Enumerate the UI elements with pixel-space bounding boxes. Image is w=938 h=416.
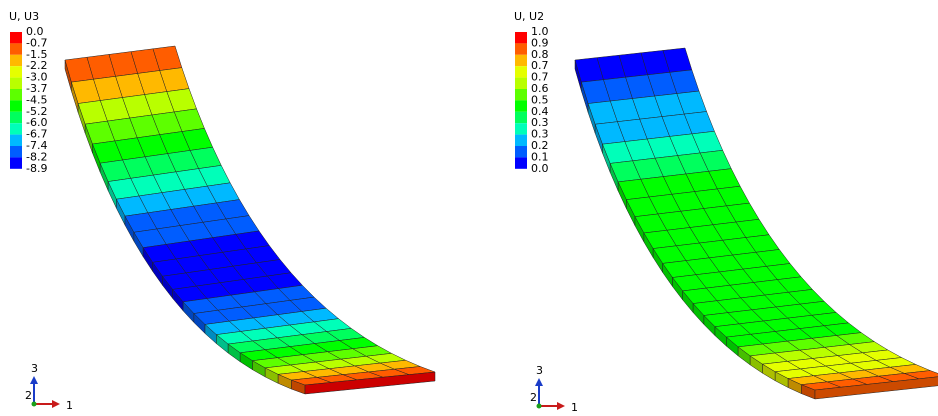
legend-label: -8.9 — [26, 162, 47, 175]
legend-swatch — [515, 123, 527, 134]
triad-arrow — [52, 400, 60, 408]
legend-title: U, U3 — [9, 10, 39, 23]
triad-origin — [32, 402, 37, 407]
panel: U, U21.00.90.80.70.70.60.50.40.30.30.20.… — [514, 10, 938, 414]
legend-swatch — [515, 43, 527, 54]
legend-swatch — [10, 66, 22, 77]
triad-label: 2 — [530, 391, 537, 404]
triad-origin — [537, 404, 542, 409]
triad-label: 3 — [31, 362, 38, 375]
triad-label: 3 — [536, 364, 543, 377]
panel: U, U30.0-0.7-1.5-2.2-3.0-3.7-4.5-5.2-6.0… — [9, 10, 435, 412]
legend-swatch — [10, 32, 22, 43]
legend-swatch — [10, 78, 22, 89]
legend-swatch — [515, 89, 527, 100]
legend-swatch — [10, 43, 22, 54]
triad-label: 1 — [66, 399, 73, 412]
legend-swatch — [515, 112, 527, 123]
legend-label: 0.0 — [531, 162, 549, 175]
legend-swatch — [10, 135, 22, 146]
legend-swatch — [10, 112, 22, 123]
legend-swatch — [515, 55, 527, 66]
legend-swatch — [515, 78, 527, 89]
legend-swatch — [10, 89, 22, 100]
triad-label: 1 — [571, 401, 578, 414]
legend-swatch — [10, 157, 22, 168]
triad-arrow — [557, 402, 565, 410]
legend-swatch — [515, 157, 527, 168]
legend-swatch — [10, 100, 22, 111]
viewport: U, U30.0-0.7-1.5-2.2-3.0-3.7-4.5-5.2-6.0… — [0, 0, 938, 416]
legend-swatch — [10, 123, 22, 134]
legend-swatch — [515, 66, 527, 77]
triad-arrow — [535, 378, 543, 386]
legend-swatch — [10, 55, 22, 66]
legend-swatch — [515, 135, 527, 146]
legend-swatch — [10, 146, 22, 157]
legend-swatch — [515, 100, 527, 111]
legend-swatch — [515, 146, 527, 157]
legend-swatch — [515, 32, 527, 43]
triad-label: 2 — [25, 389, 32, 402]
triad-arrow — [30, 376, 38, 384]
legend-title: U, U2 — [514, 10, 544, 23]
